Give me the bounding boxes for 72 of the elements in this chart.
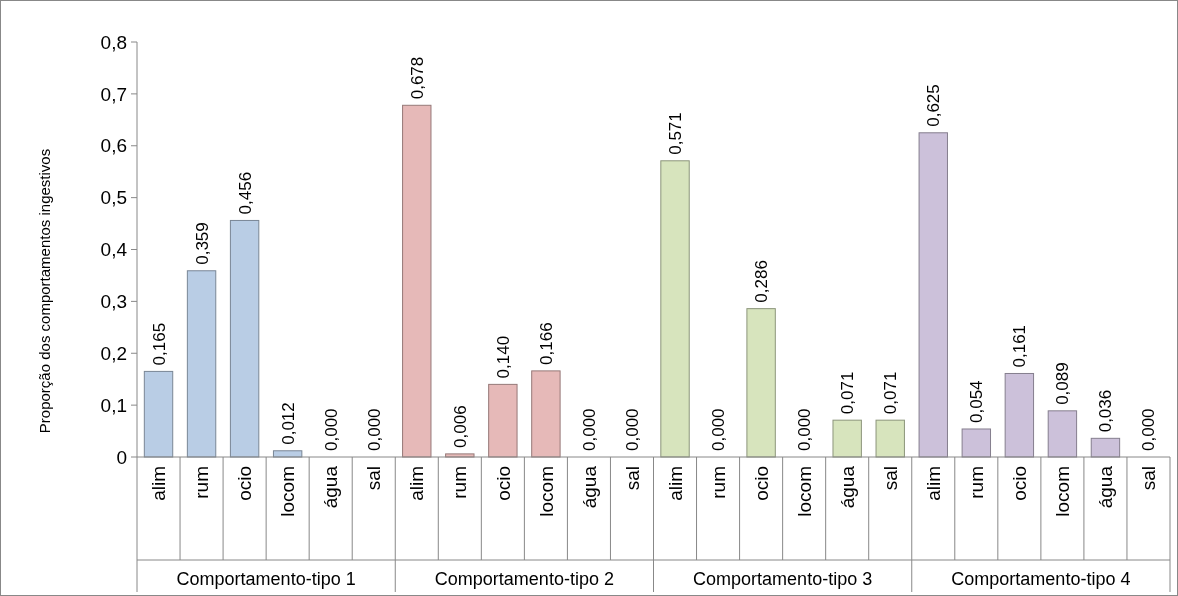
x-tick-label: locom: [793, 466, 815, 517]
y-axis-title: Proporção dos comportamentos ingestivos: [36, 148, 53, 434]
x-tick-label: água: [1095, 465, 1117, 509]
data-label: 0,054: [967, 380, 987, 423]
bar: [186, 270, 217, 458]
text: Comportamento-tipo 3: [693, 569, 873, 589]
x-tick-label: locom: [535, 466, 557, 517]
x-tick-label: rum: [707, 466, 729, 499]
bar: [660, 160, 690, 458]
data-label: 0,161: [1010, 324, 1030, 368]
x-tick-label: alim: [922, 466, 944, 501]
x-tick-label: água: [836, 465, 858, 509]
text: Comportamento-tipo 1: [176, 569, 356, 589]
x-tick-label: ocio: [1009, 466, 1030, 501]
x-tick-label: sal: [621, 466, 643, 491]
x-tick-label: ocio: [492, 466, 514, 501]
data-label: 0,000: [709, 408, 729, 451]
y-tick-label: 0,6: [100, 135, 127, 157]
data-label: 0,359: [192, 222, 212, 265]
y-tick-label: 0,3: [100, 291, 127, 313]
text: Comportamento-tipo 4: [951, 569, 1131, 589]
x-tick-label: água: [578, 465, 600, 509]
x-tick-label: rum: [449, 466, 471, 499]
x-tick-label: alim: [148, 466, 170, 501]
bar: [229, 219, 260, 458]
x-tick-label: locom: [277, 466, 299, 517]
data-label: 0,165: [149, 322, 169, 366]
data-label: 0,678: [407, 56, 427, 100]
data-label: 0,036: [1096, 389, 1116, 433]
data-label: 0,006: [450, 405, 470, 448]
data-label: 0,000: [1139, 408, 1159, 451]
bar: [531, 370, 561, 458]
y-tick-label: 0,2: [100, 342, 127, 364]
x-tick-label: ocio: [750, 466, 772, 501]
bar: [875, 419, 905, 458]
y-tick-label: 0,1: [100, 394, 127, 416]
data-label: 0,625: [924, 84, 944, 127]
data-label: 0,012: [278, 402, 298, 445]
y-tick-label: 0,5: [100, 187, 127, 209]
data-label: 0,140: [493, 335, 513, 379]
x-tick-label: alim: [406, 466, 428, 501]
x-tick-label: sal: [1138, 466, 1160, 491]
x-tick-label: rum: [191, 466, 213, 499]
data-label: 0,000: [321, 408, 341, 451]
x-tick-label: sal: [879, 466, 901, 491]
data-label: 0,166: [536, 322, 556, 365]
data-label: 0,000: [579, 408, 599, 451]
data-label: 0,286: [752, 260, 772, 303]
x-tick-label: ocio: [234, 466, 256, 501]
y-tick-label: 0: [116, 446, 127, 468]
data-label: 0,000: [622, 408, 642, 451]
x-tick-label: sal: [363, 466, 385, 491]
x-tick-label: rum: [965, 466, 987, 499]
data-label: 0,571: [666, 112, 686, 155]
bar: [746, 308, 776, 458]
bar: [488, 383, 518, 458]
data-label: 0,089: [1053, 362, 1073, 405]
bar: [402, 104, 432, 458]
data-label: 0,000: [364, 408, 384, 451]
bar: [143, 370, 174, 458]
x-tick-label: alim: [664, 466, 686, 501]
data-label: 0,000: [795, 408, 815, 451]
text: Comportamento-tipo 2: [434, 569, 614, 589]
bar: [832, 419, 862, 458]
y-tick-label: 0,8: [100, 31, 127, 53]
data-label: 0,456: [235, 171, 255, 215]
x-tick-label: locom: [1052, 466, 1074, 517]
data-label: 0,071: [881, 371, 901, 415]
x-tick-label: água: [320, 465, 342, 509]
y-tick-label: 0,7: [100, 83, 127, 105]
data-label: 0,071: [838, 371, 858, 415]
y-tick-label: 0,4: [100, 239, 128, 261]
